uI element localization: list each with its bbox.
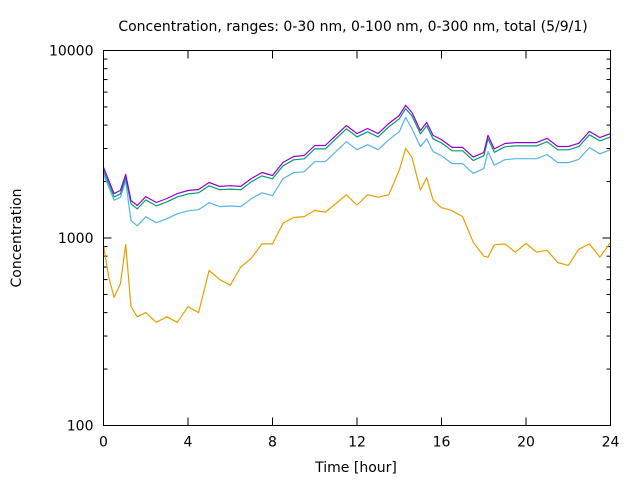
- x-tick-label: 16: [433, 435, 451, 451]
- axis-ticks: 0 4 8 12 16 20 24 100 1000 10000: [49, 44, 620, 451]
- x-tick-label: 12: [348, 435, 366, 451]
- series-line-0-300-nm: [102, 108, 611, 210]
- plot-frame: [103, 50, 611, 426]
- y-axis-label: Concentration: [9, 188, 25, 287]
- series-line-0-30-nm: [102, 147, 611, 323]
- x-tick-label: 0: [99, 435, 108, 451]
- x-tick-label: 4: [184, 435, 193, 451]
- y-tick-label: 10000: [49, 44, 94, 60]
- series-line-total: [102, 104, 611, 207]
- y-tick-label: 1000: [58, 231, 94, 247]
- x-tick-label: 8: [268, 435, 277, 451]
- series-lines: [102, 104, 611, 323]
- x-tick-label: 24: [602, 435, 620, 451]
- x-tick-label: 20: [517, 435, 535, 451]
- series-line-0-100-nm: [102, 116, 611, 227]
- x-axis-label: Time [hour]: [314, 460, 397, 476]
- y-tick-label: 100: [67, 419, 94, 435]
- chart-title: Concentration, ranges: 0-30 nm, 0-100 nm…: [118, 19, 587, 35]
